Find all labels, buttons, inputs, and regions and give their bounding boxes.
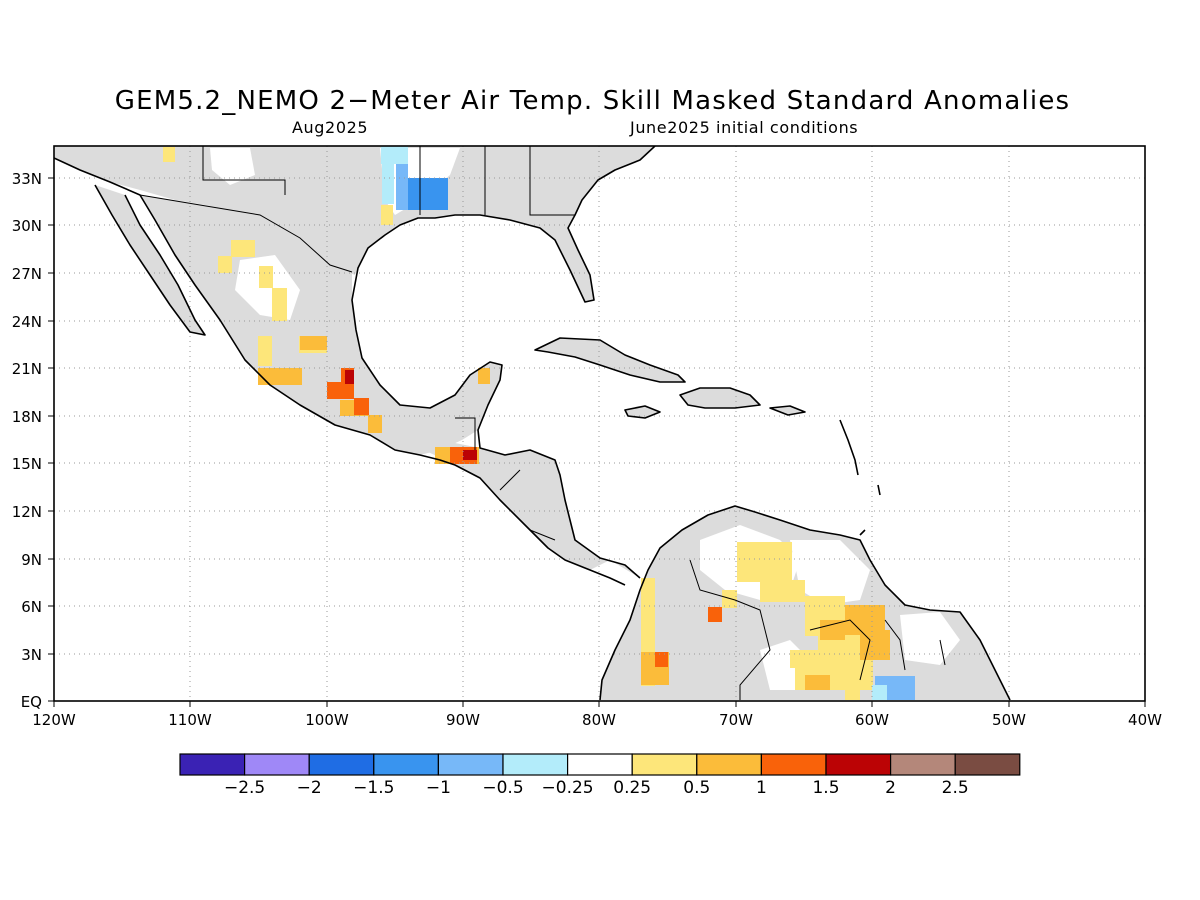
- lon-tick-labels: 120W 110W 100W 90W 80W 70W 60W 50W 40W: [32, 711, 1162, 729]
- lat-tick-label: 30N: [12, 217, 42, 235]
- axis-ticks: [48, 177, 1146, 707]
- colorbar-label: −1.5: [353, 778, 394, 798]
- colorbar-label: −1: [426, 778, 451, 798]
- lon-tick-label: 70W: [719, 711, 753, 729]
- colorbar-swatch: [631, 753, 698, 776]
- lat-tick-label: 27N: [12, 265, 42, 283]
- anomaly-shading: [163, 146, 960, 700]
- colorbar-swatch: [954, 753, 1021, 776]
- lat-tick-label: 12N: [12, 503, 42, 521]
- colorbar-swatch: [825, 753, 892, 776]
- valid-month-label: Aug2025: [292, 118, 369, 137]
- lat-tick-label: 9N: [21, 551, 42, 569]
- lon-tick-label: 40W: [1128, 711, 1162, 729]
- colorbar-label: 2: [885, 778, 896, 798]
- colorbar-swatch: [244, 753, 310, 776]
- colorbar-swatch: [308, 753, 375, 776]
- grid-lines: [54, 146, 1145, 701]
- lon-tick-label: 120W: [32, 711, 76, 729]
- lat-tick-label: 18N: [12, 408, 42, 426]
- init-conditions-label: June2025 initial conditions: [630, 118, 859, 137]
- coastlines: [54, 146, 1011, 701]
- lat-tick-labels: EQ 3N 6N 9N 12N 15N 18N 21N 24N 27N 30N …: [12, 170, 42, 711]
- lat-tick-label: EQ: [21, 693, 42, 711]
- colorbar-swatch: [760, 753, 827, 776]
- lat-tick-label: 21N: [12, 360, 42, 378]
- colorbar-label: 0.25: [613, 778, 651, 798]
- colorbar-swatch: [373, 753, 439, 776]
- colorbar-label: 0.5: [683, 778, 710, 798]
- map-area: [54, 146, 1145, 701]
- colorbar-swatch: [437, 753, 504, 776]
- colorbar-label: −2.5: [224, 778, 265, 798]
- lat-tick-label: 6N: [21, 598, 42, 616]
- colorbar: −2.5 −2 −1.5 −1 −0.5 −0.25 0.25 0.5 1 1.5 2 2.5: [179, 753, 1021, 798]
- lon-tick-label: 60W: [855, 711, 889, 729]
- colorbar-label: −0.25: [542, 778, 594, 798]
- colorbar-label: −2: [297, 778, 322, 798]
- colorbar-label: 1.5: [812, 778, 839, 798]
- colorbar-swatch: [889, 753, 956, 776]
- colorbar-label: 1: [756, 778, 767, 798]
- colorbar-swatch: [179, 753, 246, 776]
- colorbar-label: 2.5: [942, 778, 969, 798]
- lat-tick-label: 15N: [12, 455, 42, 473]
- map-title: GEM5.2_NEMO 2−Meter Air Temp. Skill Mask…: [114, 86, 1071, 116]
- colorbar-swatch: [502, 753, 569, 776]
- lat-tick-label: 24N: [12, 313, 42, 331]
- colorbar-label: −0.5: [482, 778, 523, 798]
- lon-tick-label: 90W: [446, 711, 480, 729]
- political-borders: [139, 146, 946, 700]
- lon-tick-label: 80W: [582, 711, 616, 729]
- lon-tick-label: 100W: [305, 711, 349, 729]
- colorbar-swatch: [566, 753, 633, 776]
- lat-tick-label: 33N: [12, 170, 42, 188]
- lon-tick-label: 110W: [168, 711, 212, 729]
- lon-tick-label: 50W: [992, 711, 1026, 729]
- lat-tick-label: 3N: [21, 646, 42, 664]
- colorbar-swatch: [696, 753, 762, 776]
